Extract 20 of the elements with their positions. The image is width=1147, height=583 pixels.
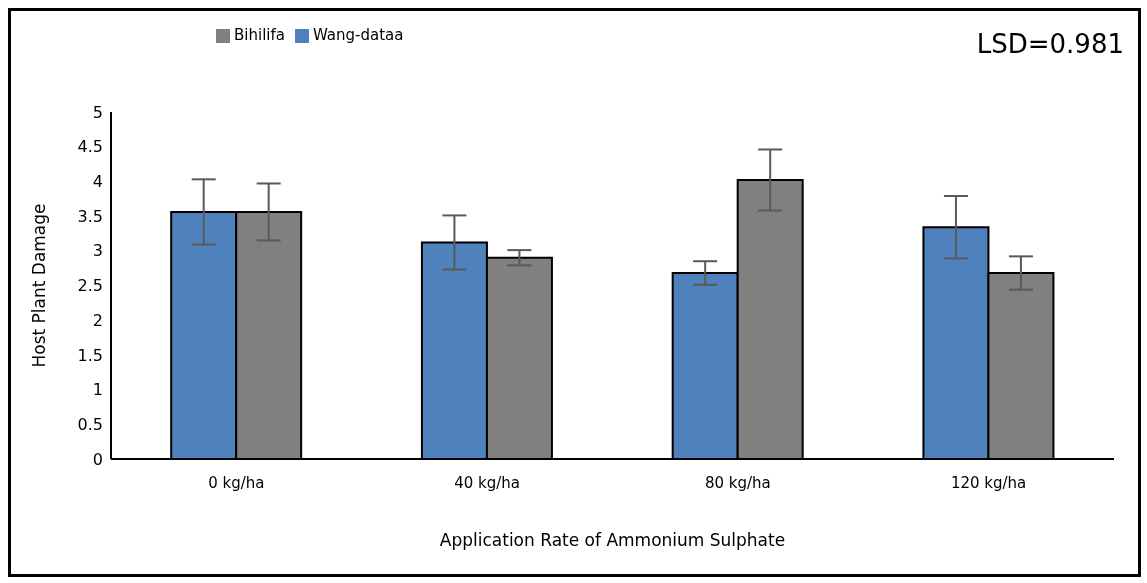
text: LSD=0.981 [976,29,1124,59]
y-tick-label: 1.5 [77,345,103,365]
x-tick-label: 0 kg/ha [208,473,265,492]
x-tick-label: 120 kg/ha [950,473,1027,492]
y-tick-label: 1 [92,380,103,400]
y-tick-label: 2.5 [77,276,103,296]
y-tick-label: 0 [92,449,103,469]
legend-label: Wang-dataa [312,26,404,44]
y-axis-title: Host Plant Damage [29,203,50,368]
y-tick-label: 0.5 [77,414,103,434]
y-tick-label: 3 [92,241,103,261]
legend-label: Bihilifa [234,26,285,44]
y-tick-label: 5 [92,102,103,122]
y-tick-label: 3.5 [77,206,103,226]
y-tick-label: 4.5 [77,137,103,157]
x-axis-title: Application Rate of Ammonium Sulphate [439,530,786,550]
y-tick-label: 2 [92,310,103,330]
y-tick-label: 4 [92,172,103,192]
x-tick-label: 80 kg/ha [704,473,771,492]
x-tick-label: 40 kg/ha [454,473,521,492]
